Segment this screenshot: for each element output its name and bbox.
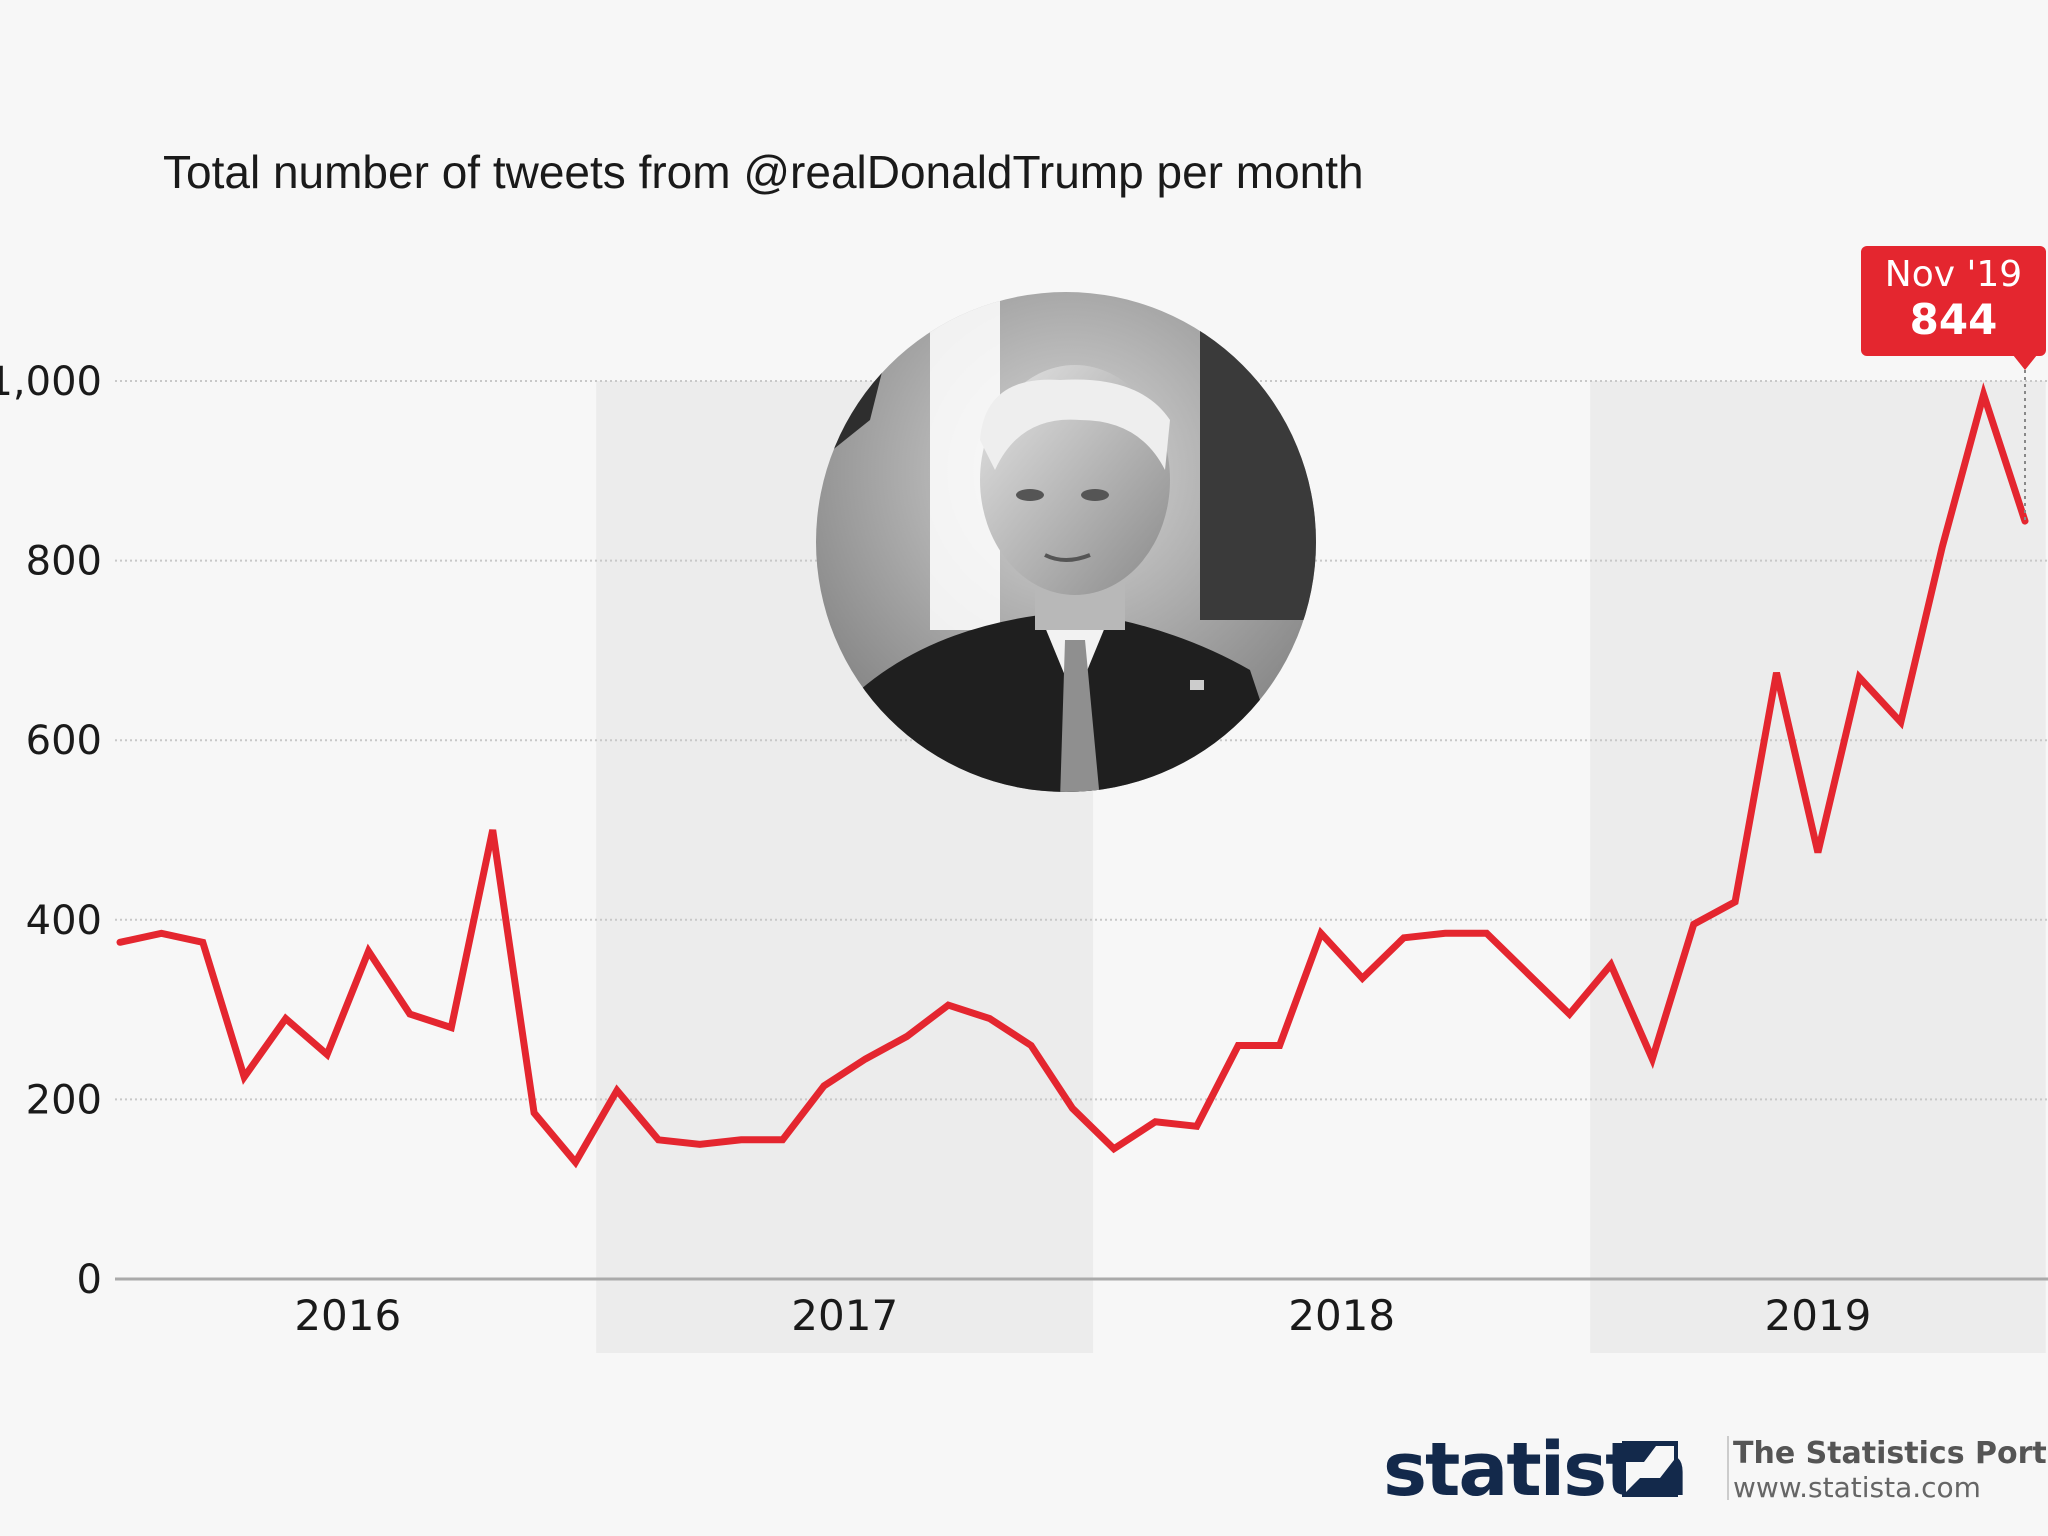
y-tick-label-1000: 1,000 [0, 359, 102, 405]
brand-url: www.statista.com [1733, 1471, 1981, 1504]
series-line-tweets [116, 382, 2029, 1169]
callout-box: Nov '19 844 [1861, 246, 2046, 370]
y-tick-label-200: 200 [26, 1077, 102, 1123]
y-tick-label-800: 800 [26, 539, 102, 585]
x-tick-label-2017: 2017 [791, 1291, 898, 1340]
x-tick-label-2018: 2018 [1288, 1291, 1395, 1340]
y-tick-label-600: 600 [26, 718, 102, 764]
year-band-2019 [1590, 381, 2046, 1353]
y-axis-ticks: 0 200 400 600 800 1,000 [0, 359, 102, 1303]
year-band-2016 [99, 381, 597, 1353]
brand-tagline: The Statistics Portal [1733, 1436, 2048, 1471]
x-axis-years: 2016 2017 2018 2019 [294, 1291, 1871, 1340]
x-tick-label-2016: 2016 [294, 1291, 401, 1340]
y-tick-label-0: 0 [77, 1257, 102, 1303]
chart-title: Total number of tweets from @realDonaldT… [163, 146, 1364, 198]
y-tick-label-400: 400 [26, 898, 102, 944]
x-tick-label-2019: 2019 [1764, 1291, 1871, 1340]
statista-logo-icon [1622, 1441, 1678, 1497]
callout-month: Nov '19 [1885, 254, 2022, 295]
callout-value: 844 [1910, 295, 1998, 344]
statista-branding: statista The Statistics Portal www.stati… [1383, 1427, 2048, 1513]
